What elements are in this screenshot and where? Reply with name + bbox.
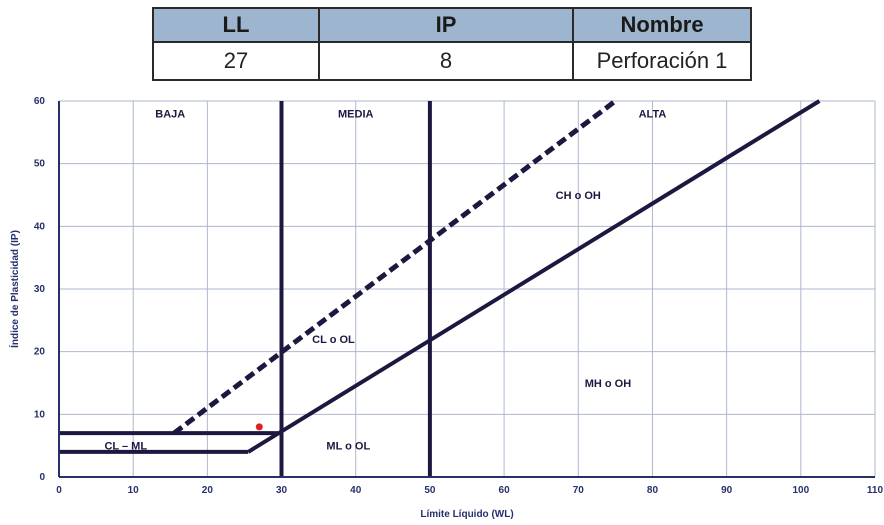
- sample-point: [255, 423, 263, 431]
- x-tick-label: 40: [350, 485, 362, 496]
- region-label: ALTA: [639, 109, 667, 121]
- x-tick-label: 80: [647, 485, 659, 496]
- cell-ip: 8: [318, 41, 574, 81]
- region-label: CL – ML: [104, 441, 147, 453]
- x-tick-label: 100: [792, 485, 809, 496]
- sample-point-layer: [255, 423, 263, 431]
- y-tick-label: 40: [34, 221, 46, 232]
- x-axis-label: Límite Líquido (WL): [420, 509, 513, 520]
- cell-nombre: Perforación 1: [572, 41, 752, 81]
- solid-line: [247, 99, 821, 454]
- x-tick-label: 50: [424, 485, 436, 496]
- y-tick-label: 0: [39, 472, 45, 483]
- chart-lines: [59, 99, 821, 477]
- x-tick-label: 0: [56, 485, 62, 496]
- region-label: MH o OH: [585, 378, 631, 390]
- axes: 0 10 20 30 40 50 60 70 80 90 100 110 0 10 20 30 40 50 60: [34, 96, 884, 496]
- grid: [58, 100, 876, 478]
- cell-ll: 27: [152, 41, 320, 81]
- header-nombre: Nombre: [572, 7, 752, 43]
- header-ll: LL: [152, 7, 320, 43]
- region-label: MEDIA: [338, 109, 374, 121]
- x-tick-label: 90: [721, 485, 733, 496]
- table-row: 27 8 Perforación 1: [152, 41, 752, 81]
- y-tick-label: 60: [34, 96, 46, 107]
- summary-table: LL IP Nombre 27 8 Perforación 1: [152, 7, 752, 81]
- region-label: BAJA: [155, 109, 185, 121]
- y-tick-label: 10: [34, 409, 46, 420]
- y-tick-label: 30: [34, 284, 46, 295]
- table-header-row: LL IP Nombre: [152, 7, 752, 43]
- x-tick-label: 70: [573, 485, 585, 496]
- y-tick-label: 20: [34, 347, 46, 358]
- y-axis-label: Índice de Plasticidad (IP): [8, 230, 21, 348]
- region-label: CL o OL: [312, 334, 355, 346]
- x-tick-label: 30: [276, 485, 288, 496]
- x-tick-label: 10: [128, 485, 140, 496]
- y-tick-label: 50: [34, 159, 46, 170]
- x-tick-label: 110: [867, 485, 884, 496]
- region-label: ML o OL: [326, 441, 370, 453]
- x-tick-label: 20: [202, 485, 214, 496]
- region-labels: BAJA MEDIA ALTA CH o OH CL o OL MH o OH ML o O…: [104, 109, 666, 453]
- header-ip: IP: [318, 7, 574, 43]
- dashed-line: [172, 99, 617, 436]
- region-label: CH o OH: [556, 190, 601, 202]
- x-tick-label: 60: [499, 485, 511, 496]
